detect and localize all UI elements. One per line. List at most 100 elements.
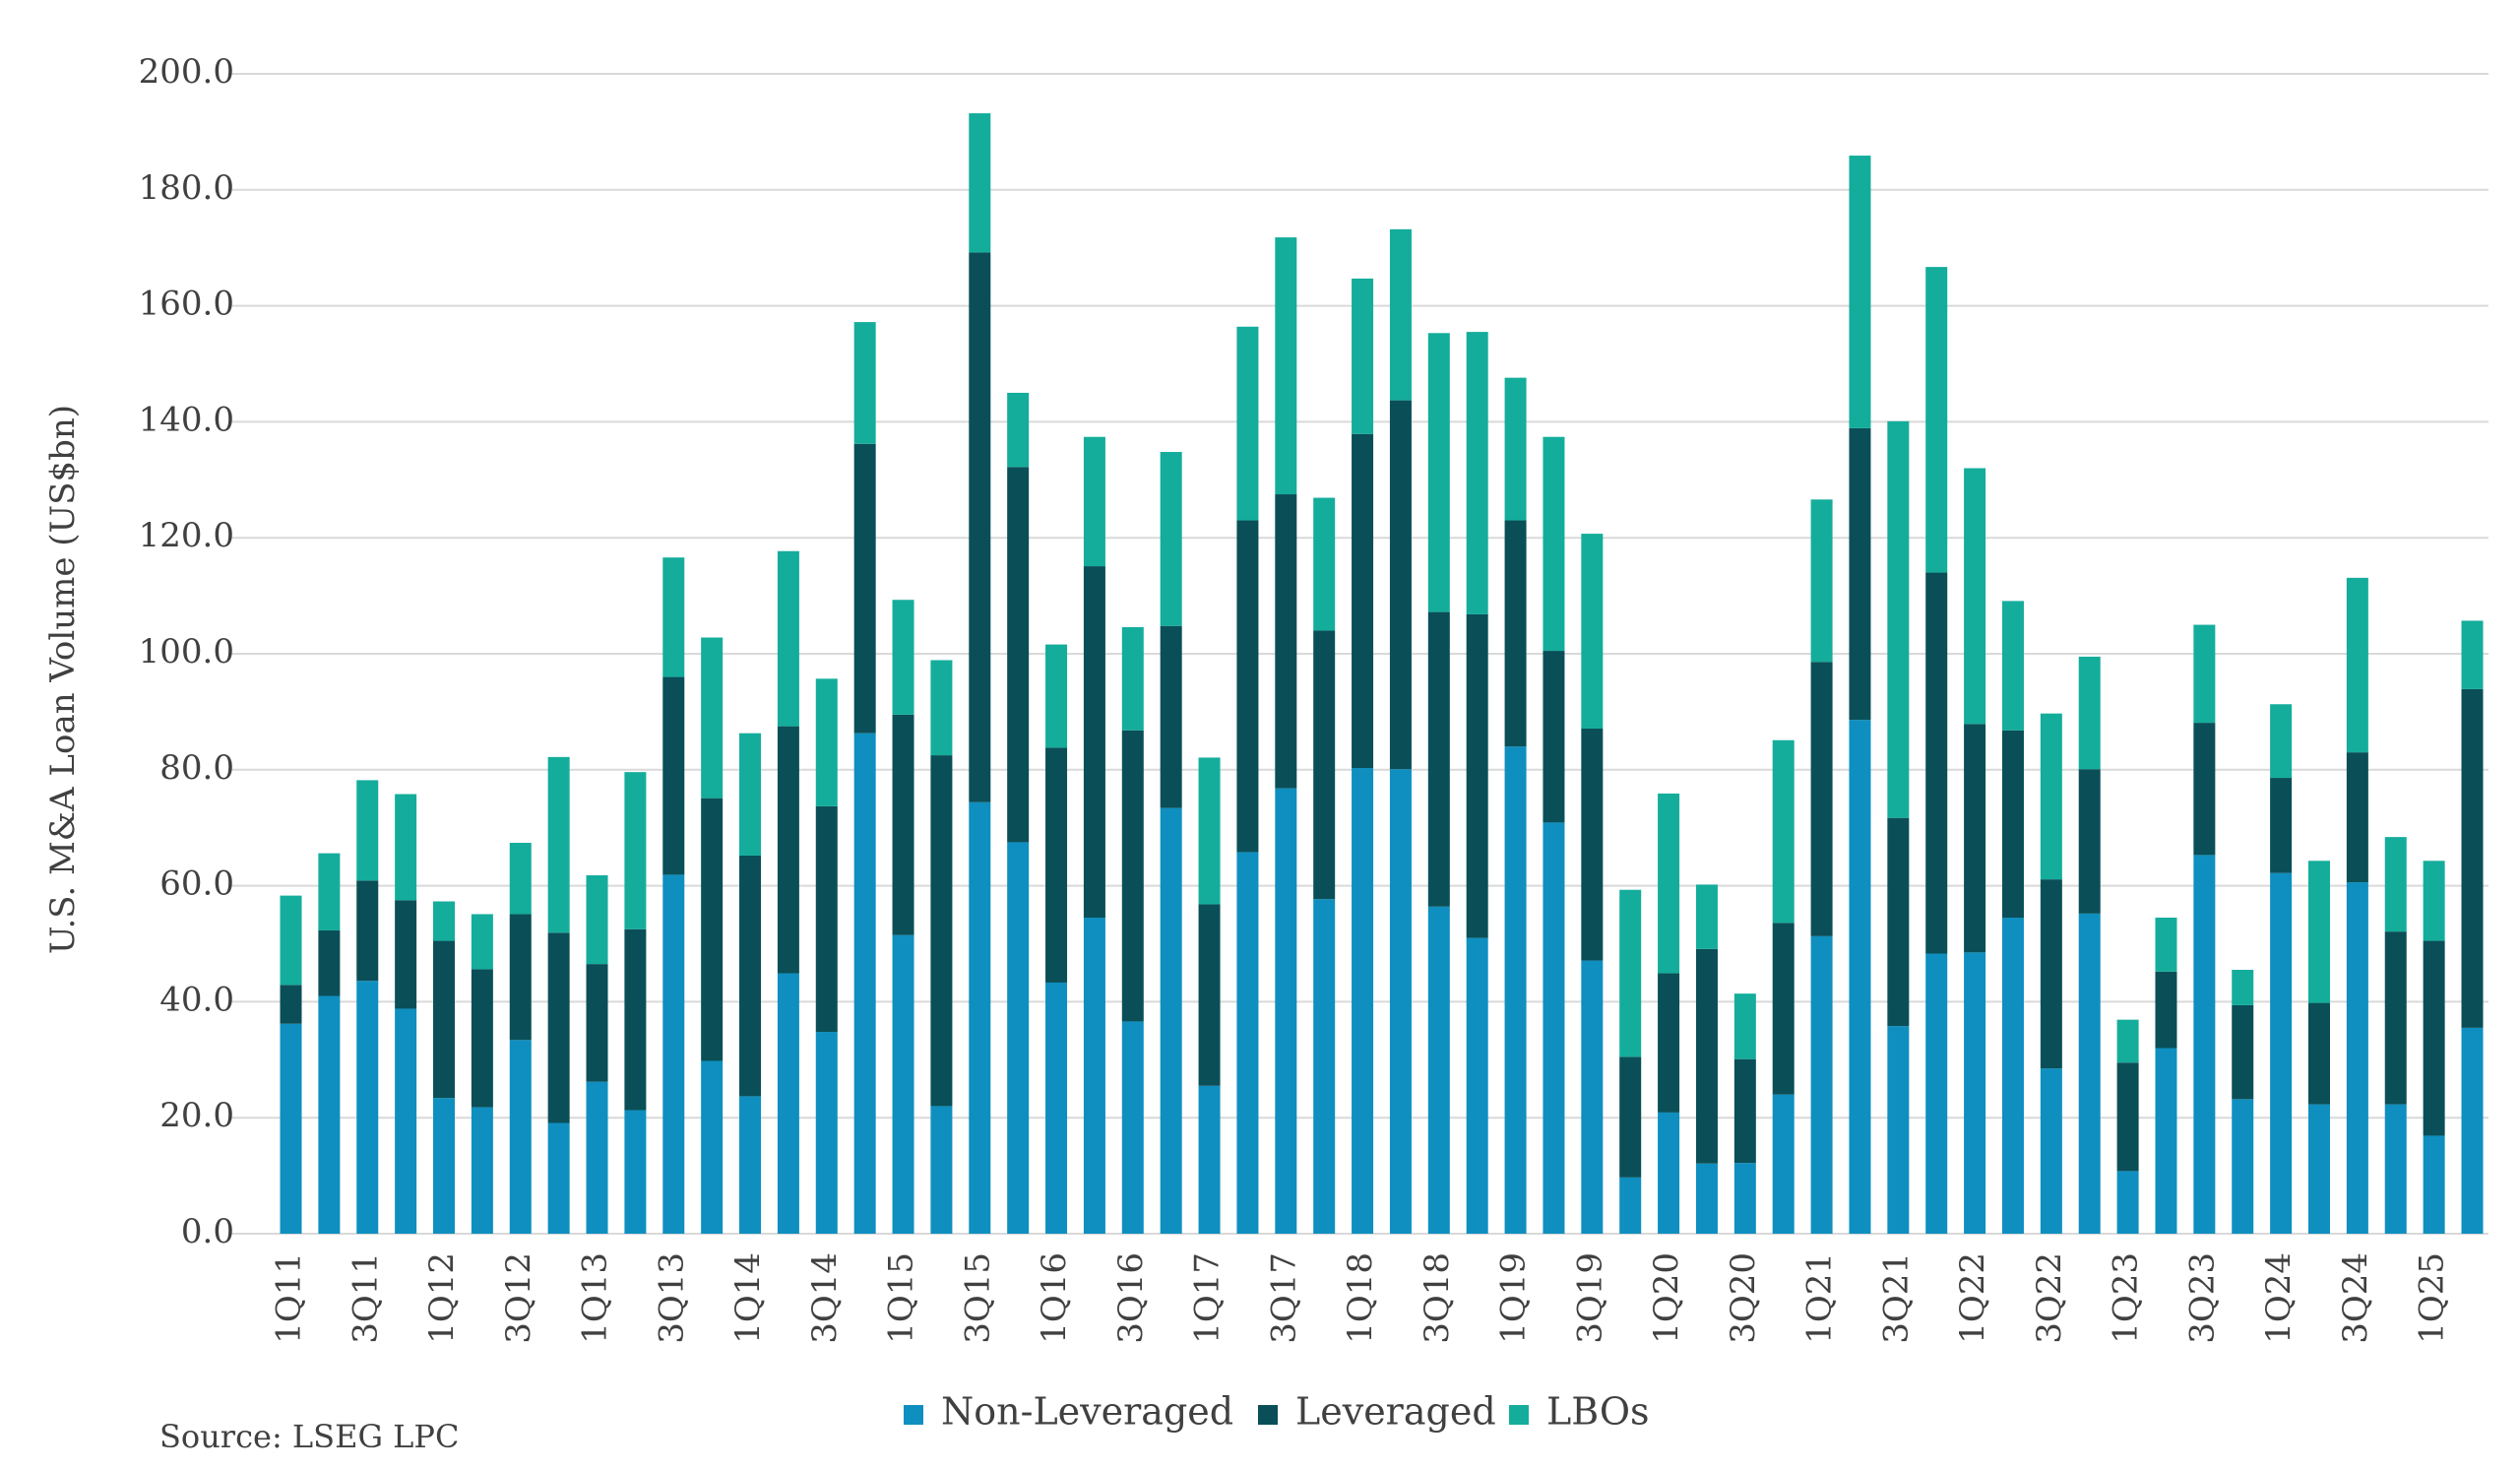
bar-segment-lbos: 2Q15 LBOs: 16.4 — [930, 660, 953, 756]
bar-segment-non-leveraged: 4Q11 Non-Leveraged: 38.8 — [395, 1008, 417, 1234]
x-tick-label: 1Q18 — [1341, 1252, 1380, 1344]
bar-segment-leveraged: 2Q21 Leveraged: 50.3 — [1849, 427, 1871, 721]
bar-segment-lbos: 4Q17 LBOs: 22.9 — [1313, 497, 1336, 631]
bar-segment-non-leveraged: 3Q12 Non-Leveraged: 33.4 — [509, 1040, 532, 1234]
bar-segment-lbos: 3Q14 LBOs: 22 — [815, 678, 838, 806]
bar-segment-non-leveraged: 2Q14 Non-Leveraged: 44.9 — [777, 973, 799, 1234]
bar-segment-lbos: 2Q14 LBOs: 30.2 — [777, 550, 799, 727]
bar-segment-leveraged: 4Q20 Leveraged: 29.6 — [1772, 923, 1795, 1095]
bar-segment-lbos: 1Q22 LBOs: 44.1 — [1964, 468, 1986, 725]
x-tick-label: 1Q14 — [728, 1252, 768, 1344]
y-tick-label: 200.0 — [139, 52, 234, 92]
bar-segment-leveraged: 1Q13 Leveraged: 20.3 — [586, 964, 608, 1082]
y-tick-label: 100.0 — [139, 632, 234, 671]
x-tick-label: 3Q21 — [1876, 1252, 1916, 1344]
bar-segment-leveraged: 1Q18 Leveraged: 57.6 — [1352, 433, 1374, 769]
legend-swatch — [1258, 1405, 1278, 1425]
bar-segment-non-leveraged: 3Q18 Non-Leveraged: 56.4 — [1427, 906, 1450, 1234]
y-tick-label: 120.0 — [139, 516, 234, 555]
bar-segment-leveraged: 4Q17 Leveraged: 46.3 — [1313, 630, 1336, 900]
bar-segment-leveraged: 1Q14 Leveraged: 41.5 — [739, 855, 762, 1097]
x-tick-label: 1Q11 — [270, 1252, 309, 1344]
bar-segment-leveraged: 2Q15 Leveraged: 60.5 — [930, 755, 953, 1107]
bar-segment-non-leveraged: 4Q16 Non-Leveraged: 73.4 — [1160, 807, 1182, 1234]
bar-segment-lbos: 2Q23 LBOs: 9.3 — [2155, 917, 2177, 972]
bar-segment-leveraged: 4Q11 Leveraged: 18.7 — [395, 900, 417, 1009]
bar-segment-leveraged: 2Q25 Leveraged: 58.4 — [2461, 688, 2484, 1028]
bar-segment-leveraged: 3Q17 Leveraged: 50.7 — [1275, 494, 1297, 789]
x-tick-label: 3Q15 — [958, 1252, 997, 1344]
x-tick-label: 3Q20 — [1724, 1252, 1763, 1344]
bar-segment-leveraged: 3Q21 Leveraged: 35.9 — [1887, 817, 1910, 1027]
bar-segment-non-leveraged: 3Q15 Non-Leveraged: 74.4 — [969, 801, 991, 1234]
bar-segment-lbos: 4Q24 LBOs: 16.3 — [2384, 837, 2407, 932]
bar-segment-lbos: 1Q21 LBOs: 28 — [1810, 499, 1833, 663]
bar-segment-lbos: 2Q19 LBOs: 36.9 — [1543, 436, 1565, 652]
x-tick-label: 3Q16 — [1111, 1252, 1151, 1344]
bar-segment-leveraged: 2Q20 Leveraged: 37 — [1695, 948, 1718, 1164]
bar-segment-non-leveraged: 3Q13 Non-Leveraged: 61.9 — [662, 874, 685, 1234]
bar-segment-non-leveraged: 1Q24 Non-Leveraged: 62.2 — [2270, 872, 2293, 1234]
bar-segment-lbos: 1Q14 LBOs: 21.1 — [739, 733, 762, 856]
bar-segment-lbos: 3Q11 LBOs: 17.3 — [356, 780, 379, 881]
bar-segment-leveraged: 1Q16 Leveraged: 40.5 — [1045, 747, 1068, 983]
bar-segment-leveraged: 2Q24 Leveraged: 17.5 — [2307, 1002, 2330, 1105]
bar-segment-non-leveraged: 1Q14 Non-Leveraged: 23.7 — [739, 1096, 762, 1234]
bar-segment-lbos: 3Q17 LBOs: 44.3 — [1275, 237, 1297, 495]
bar-segment-non-leveraged: 2Q19 Non-Leveraged: 70.9 — [1543, 822, 1565, 1234]
bar-segment-non-leveraged: 2Q18 Non-Leveraged: 80.1 — [1389, 769, 1412, 1234]
bar-segment-leveraged: 2Q12 Leveraged: 23.8 — [471, 969, 493, 1108]
bar-segment-leveraged: 3Q18 Leveraged: 50.8 — [1427, 611, 1450, 907]
x-tick-label: 3Q12 — [499, 1252, 538, 1344]
bar-segment-leveraged: 3Q15 Leveraged: 94.8 — [969, 252, 991, 802]
bar-segment-lbos: 1Q15 LBOs: 19.8 — [892, 600, 914, 715]
bar-segment-leveraged: 4Q13 Leveraged: 45.3 — [701, 798, 724, 1061]
bar-segment-leveraged: 1Q23 Leveraged: 18.7 — [2116, 1062, 2139, 1172]
x-tick-label: 3Q18 — [1418, 1252, 1457, 1344]
x-tick-label: 1Q16 — [1035, 1252, 1074, 1344]
bar-segment-leveraged: 2Q17 Leveraged: 57.2 — [1236, 520, 1259, 853]
bar-segment-non-leveraged: 3Q11 Non-Leveraged: 43.6 — [356, 981, 379, 1234]
bar-segment-non-leveraged: 1Q25 Non-Leveraged: 16.9 — [2423, 1135, 2445, 1234]
x-tick-label: 1Q17 — [1188, 1252, 1228, 1344]
bar-segment-leveraged: 1Q19 Leveraged: 39 — [1504, 520, 1527, 747]
bar-segment-lbos: 3Q20 LBOs: 11.3 — [1733, 993, 1756, 1059]
bar-segment-non-leveraged: 1Q11 Non-Leveraged: 36.2 — [280, 1023, 302, 1234]
bar-segment-lbos: 2Q16 LBOs: 22.3 — [1083, 436, 1105, 567]
y-tick-label: 0.0 — [181, 1212, 234, 1251]
bar-segment-non-leveraged: 2Q25 Non-Leveraged: 35.5 — [2461, 1027, 2484, 1234]
bar-segment-leveraged: 4Q12 Leveraged: 32.8 — [547, 932, 570, 1123]
bar-segment-non-leveraged: 1Q17 Non-Leveraged: 25.5 — [1198, 1085, 1221, 1234]
bar-segment-lbos: 3Q13 LBOs: 20.6 — [662, 557, 685, 677]
x-tick-label: 1Q15 — [882, 1252, 921, 1344]
bar-segment-lbos: 2Q11 LBOs: 13.3 — [318, 853, 341, 930]
bar-segment-non-leveraged: 4Q12 Non-Leveraged: 19.1 — [547, 1122, 570, 1234]
bar-segment-leveraged: 4Q22 Leveraged: 24.9 — [2078, 769, 2101, 914]
bar-segment-lbos: 2Q22 LBOs: 22.3 — [2001, 601, 2024, 731]
x-tick-label: 1Q13 — [576, 1252, 615, 1344]
bar-segment-lbos: 3Q12 LBOs: 12.3 — [509, 843, 532, 915]
bar-segment-leveraged: 4Q18 Leveraged: 55.8 — [1466, 613, 1488, 938]
bar-segment-non-leveraged: 2Q21 Non-Leveraged: 88.6 — [1849, 720, 1871, 1234]
bar-segment-non-leveraged: 2Q20 Non-Leveraged: 12.1 — [1695, 1163, 1718, 1234]
bar-segment-lbos: 1Q16 LBOs: 17.8 — [1045, 644, 1068, 748]
bar-segment-non-leveraged: 2Q17 Non-Leveraged: 65.8 — [1236, 852, 1259, 1234]
bar-segment-lbos: 2Q25 LBOs: 11.8 — [2461, 620, 2484, 689]
source-note: Source: LSEG LPC — [159, 1418, 459, 1455]
legend-label: Leveraged — [1295, 1390, 1496, 1434]
bar-segment-non-leveraged: 3Q19 Non-Leveraged: 47.1 — [1581, 960, 1604, 1234]
bar-segment-leveraged: 1Q24 Leveraged: 16.4 — [2270, 778, 2293, 873]
y-axis-tick-labels: 0.0 20.0 40.0 60.0 80.0 100.0 120.0 140.0 160.0 1… — [139, 52, 234, 1251]
bar-segment-lbos: 4Q19 LBOs: 28.8 — [1619, 889, 1642, 1057]
bar-segment-lbos: 1Q13 LBOs: 15.3 — [586, 874, 608, 965]
bar-segment-lbos: 2Q17 LBOs: 33.4 — [1236, 326, 1259, 521]
bar-segment-non-leveraged: 1Q16 Non-Leveraged: 43.3 — [1045, 982, 1068, 1234]
x-tick-label: 3Q17 — [1264, 1252, 1303, 1344]
x-tick-label: 1Q24 — [2259, 1252, 2299, 1344]
bar-segment-non-leveraged: 2Q23 Non-Leveraged: 32 — [2155, 1048, 2177, 1234]
bar-segment-lbos: 4Q14 LBOs: 21 — [853, 322, 876, 444]
x-tick-label: 1Q22 — [1953, 1252, 1992, 1344]
bar-segment-non-leveraged: 4Q21 Non-Leveraged: 48.3 — [1925, 953, 1948, 1234]
bar-segment-lbos: 4Q16 LBOs: 30 — [1160, 452, 1182, 626]
